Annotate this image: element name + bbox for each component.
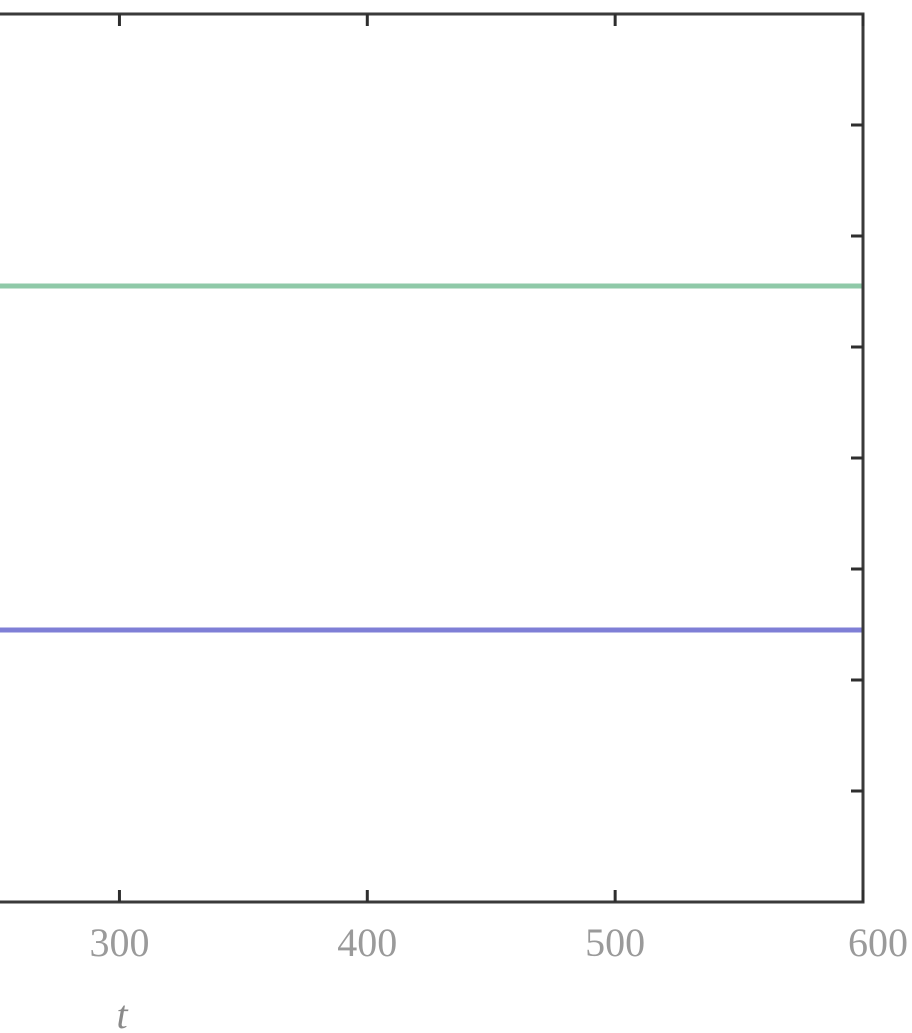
x-tick-label-600: 600 [848,920,908,965]
x-tick-label-500: 500 [585,920,645,965]
tick-labels: 300 400 500 600 [89,920,908,965]
x-axis-label: t [116,992,128,1033]
plot-frame [0,12,865,904]
ticks-layer [117,14,865,902]
series-layer [0,283,863,633]
x-tick-label-400: 400 [337,920,397,965]
x-tick-label-300: 300 [89,920,149,965]
